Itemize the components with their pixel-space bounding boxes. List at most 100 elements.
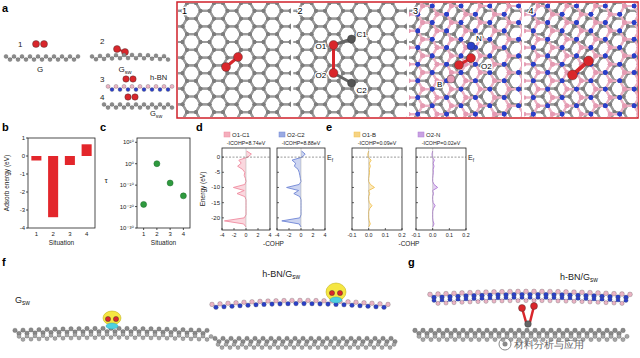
atom xyxy=(323,102,327,106)
atom xyxy=(409,79,411,84)
atom xyxy=(212,3,216,5)
atom xyxy=(409,95,411,100)
panel-letter: b xyxy=(2,121,9,133)
atom xyxy=(350,9,354,13)
atom xyxy=(377,56,381,60)
atom xyxy=(409,45,411,50)
energy-tick xyxy=(416,157,418,158)
atom xyxy=(323,9,327,13)
atom xyxy=(239,64,243,68)
atom xyxy=(310,48,314,52)
atom xyxy=(150,88,154,92)
atom xyxy=(194,95,198,99)
atom xyxy=(235,87,239,91)
atom xyxy=(72,58,76,62)
atom xyxy=(212,32,216,36)
atom xyxy=(425,3,429,5)
atom xyxy=(364,79,368,83)
atom xyxy=(122,53,126,57)
atom xyxy=(289,71,291,75)
frame-number: 1 xyxy=(182,6,187,16)
x-tick xyxy=(156,228,157,230)
atom xyxy=(266,32,270,36)
atom xyxy=(40,58,44,62)
atom xyxy=(382,17,386,21)
atom xyxy=(493,56,497,60)
atom xyxy=(466,71,470,75)
atom xyxy=(391,64,395,68)
atom xyxy=(449,54,454,59)
atom xyxy=(430,9,434,13)
atom xyxy=(194,95,198,99)
atom xyxy=(473,79,478,84)
atom xyxy=(221,48,225,52)
energy-tick xyxy=(352,157,354,158)
atom xyxy=(409,79,411,84)
atom xyxy=(266,95,270,99)
atom xyxy=(212,110,216,114)
atom xyxy=(404,56,406,60)
bond xyxy=(393,58,407,74)
atom xyxy=(181,87,185,91)
atom xyxy=(449,70,454,75)
atom xyxy=(479,48,483,52)
atom xyxy=(328,32,332,36)
atom xyxy=(412,87,416,91)
atom xyxy=(248,95,252,99)
atom xyxy=(114,84,118,88)
atom xyxy=(166,102,170,106)
atom xyxy=(280,102,284,106)
atom xyxy=(425,17,429,21)
atom xyxy=(497,17,501,21)
atom xyxy=(425,79,429,83)
atom xyxy=(355,95,359,99)
atom xyxy=(275,95,279,99)
atom xyxy=(473,112,478,117)
cohp-tick-label: 0.0 xyxy=(365,232,372,238)
atom xyxy=(350,71,354,75)
atom xyxy=(348,79,356,87)
atom xyxy=(435,45,440,50)
atom xyxy=(466,102,470,106)
atom xyxy=(323,102,327,106)
cohp-tick-label: 2 xyxy=(312,232,315,238)
atom xyxy=(395,56,399,60)
atom xyxy=(194,3,198,5)
atom xyxy=(337,110,341,114)
atom xyxy=(199,40,203,44)
atom xyxy=(280,9,284,13)
atom xyxy=(310,79,314,83)
atom xyxy=(425,110,429,114)
atom xyxy=(181,40,185,44)
x-tick xyxy=(183,228,184,230)
atom xyxy=(68,54,72,58)
atom xyxy=(301,95,305,99)
atom xyxy=(289,56,291,60)
atom xyxy=(314,102,318,106)
atom xyxy=(235,40,239,44)
frame-number: 2 xyxy=(298,6,303,16)
atom xyxy=(221,95,225,99)
atom xyxy=(459,54,464,59)
atom xyxy=(114,53,118,57)
atom xyxy=(439,9,443,13)
atom xyxy=(310,110,314,114)
atom xyxy=(466,71,470,75)
atom xyxy=(479,95,483,99)
atom xyxy=(248,17,252,21)
atom xyxy=(221,95,225,99)
y-tick-label: -3 xyxy=(20,207,26,213)
layer-label: h-BN xyxy=(150,73,167,82)
atom xyxy=(235,87,239,91)
atom xyxy=(478,54,483,59)
atom xyxy=(341,25,345,29)
atom xyxy=(382,48,386,52)
atom xyxy=(430,20,435,25)
fermi-line xyxy=(222,157,270,158)
atom xyxy=(280,71,284,75)
x-tick-label: 2 xyxy=(51,231,55,237)
cohp-axis-label: -COHP xyxy=(263,240,284,247)
atom xyxy=(412,71,416,75)
atom xyxy=(328,79,332,83)
atom xyxy=(328,95,332,99)
